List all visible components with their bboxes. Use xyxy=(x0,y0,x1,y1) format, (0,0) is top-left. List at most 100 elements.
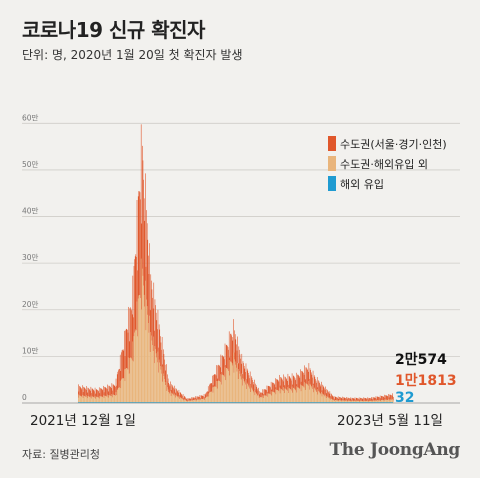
bar-capital xyxy=(393,396,394,401)
bar-non-capital xyxy=(236,367,237,403)
bar-non-capital xyxy=(160,369,162,403)
bar-non-capital xyxy=(94,396,96,403)
bar-capital xyxy=(83,387,85,396)
y-tick-label: 10만 xyxy=(22,346,39,355)
bar-non-capital xyxy=(382,400,384,403)
bar-non-capital xyxy=(251,388,253,403)
bar-capital xyxy=(230,333,231,362)
bar-non-capital xyxy=(143,285,144,403)
bar-non-capital xyxy=(164,379,165,403)
bar-capital xyxy=(131,310,132,359)
bar-capital xyxy=(280,377,282,389)
bar-capital xyxy=(185,398,187,401)
bar-non-capital xyxy=(142,275,144,403)
bar-capital xyxy=(133,265,135,337)
bar-non-capital xyxy=(131,358,132,403)
bar-non-capital xyxy=(329,397,331,403)
bar-non-capital xyxy=(315,389,316,403)
bar-capital xyxy=(330,396,331,400)
bar-non-capital xyxy=(134,330,136,403)
bar-non-capital xyxy=(363,400,364,403)
bar-non-capital xyxy=(311,387,313,403)
bar-non-capital xyxy=(182,399,183,403)
bar-capital xyxy=(182,395,183,400)
bar-non-capital xyxy=(101,396,102,403)
bar-capital xyxy=(129,308,131,358)
bar-capital xyxy=(127,329,128,369)
bar-capital xyxy=(209,384,210,393)
bar-capital xyxy=(121,350,123,379)
bar-capital xyxy=(80,388,82,397)
bar-non-capital xyxy=(245,384,246,403)
bar-non-capital xyxy=(154,363,155,403)
bar-capital xyxy=(255,383,256,393)
bar-non-capital xyxy=(188,400,189,403)
bar-non-capital xyxy=(388,399,389,403)
bar-non-capital xyxy=(291,386,293,403)
bar-non-capital xyxy=(259,396,261,403)
bar-non-capital xyxy=(184,399,186,403)
bar-capital xyxy=(112,384,114,395)
bar-capital xyxy=(173,389,175,396)
bar-capital xyxy=(370,398,372,402)
bar-non-capital xyxy=(325,398,327,403)
bar-capital xyxy=(325,393,327,399)
bar-non-capital xyxy=(151,340,153,403)
bar-non-capital xyxy=(354,401,355,403)
bar-capital xyxy=(360,397,361,401)
bar-capital xyxy=(359,399,361,402)
bar-non-capital xyxy=(96,396,98,403)
bar-capital xyxy=(153,282,155,337)
bar-capital xyxy=(308,363,310,382)
bar-non-capital xyxy=(195,400,197,403)
bar-capital xyxy=(186,398,188,401)
bar-capital xyxy=(170,390,172,396)
bar-non-capital xyxy=(307,384,308,403)
bar-capital xyxy=(184,395,185,400)
bar-capital xyxy=(387,395,388,400)
bar-capital xyxy=(182,394,184,399)
bar-capital xyxy=(134,259,135,333)
bar-capital xyxy=(191,399,193,402)
bar-non-capital xyxy=(355,400,357,403)
bar-non-capital xyxy=(312,389,313,403)
bar-non-capital xyxy=(193,400,195,403)
bar-non-capital xyxy=(284,388,286,403)
bar-non-capital xyxy=(310,384,311,403)
bar-non-capital xyxy=(102,397,104,403)
bar-non-capital xyxy=(248,386,250,403)
bar-capital xyxy=(214,374,216,387)
bar-non-capital xyxy=(98,397,99,403)
bar-capital xyxy=(381,395,383,401)
bar-non-capital xyxy=(176,396,178,403)
final-overseas-label: 32 xyxy=(395,390,414,406)
bar-capital xyxy=(254,379,255,390)
bar-non-capital xyxy=(91,396,93,403)
bar-non-capital xyxy=(379,400,380,403)
bar-non-capital xyxy=(246,382,248,403)
bar-capital xyxy=(168,382,170,392)
bar-non-capital xyxy=(182,398,184,403)
bar-non-capital xyxy=(157,362,158,403)
bar-capital xyxy=(170,381,171,392)
bar-non-capital xyxy=(178,397,179,403)
bar-non-capital xyxy=(194,400,196,403)
bar-non-capital xyxy=(303,386,304,403)
bar-non-capital xyxy=(111,394,113,403)
bar-capital xyxy=(288,384,289,394)
bar-non-capital xyxy=(310,386,312,403)
bar-capital xyxy=(238,346,240,370)
bar-capital xyxy=(291,380,292,391)
bar-capital xyxy=(293,376,295,389)
bar-non-capital xyxy=(95,396,97,403)
bar-non-capital xyxy=(175,395,177,403)
bar-non-capital xyxy=(301,385,302,403)
bar-capital xyxy=(94,391,95,398)
bar-capital xyxy=(191,397,192,401)
bar-capital xyxy=(116,374,118,390)
bar-non-capital xyxy=(128,357,129,403)
bar-capital xyxy=(257,390,259,397)
bar-capital xyxy=(154,299,156,346)
bar-non-capital xyxy=(92,396,93,403)
bar-non-capital xyxy=(172,393,173,403)
